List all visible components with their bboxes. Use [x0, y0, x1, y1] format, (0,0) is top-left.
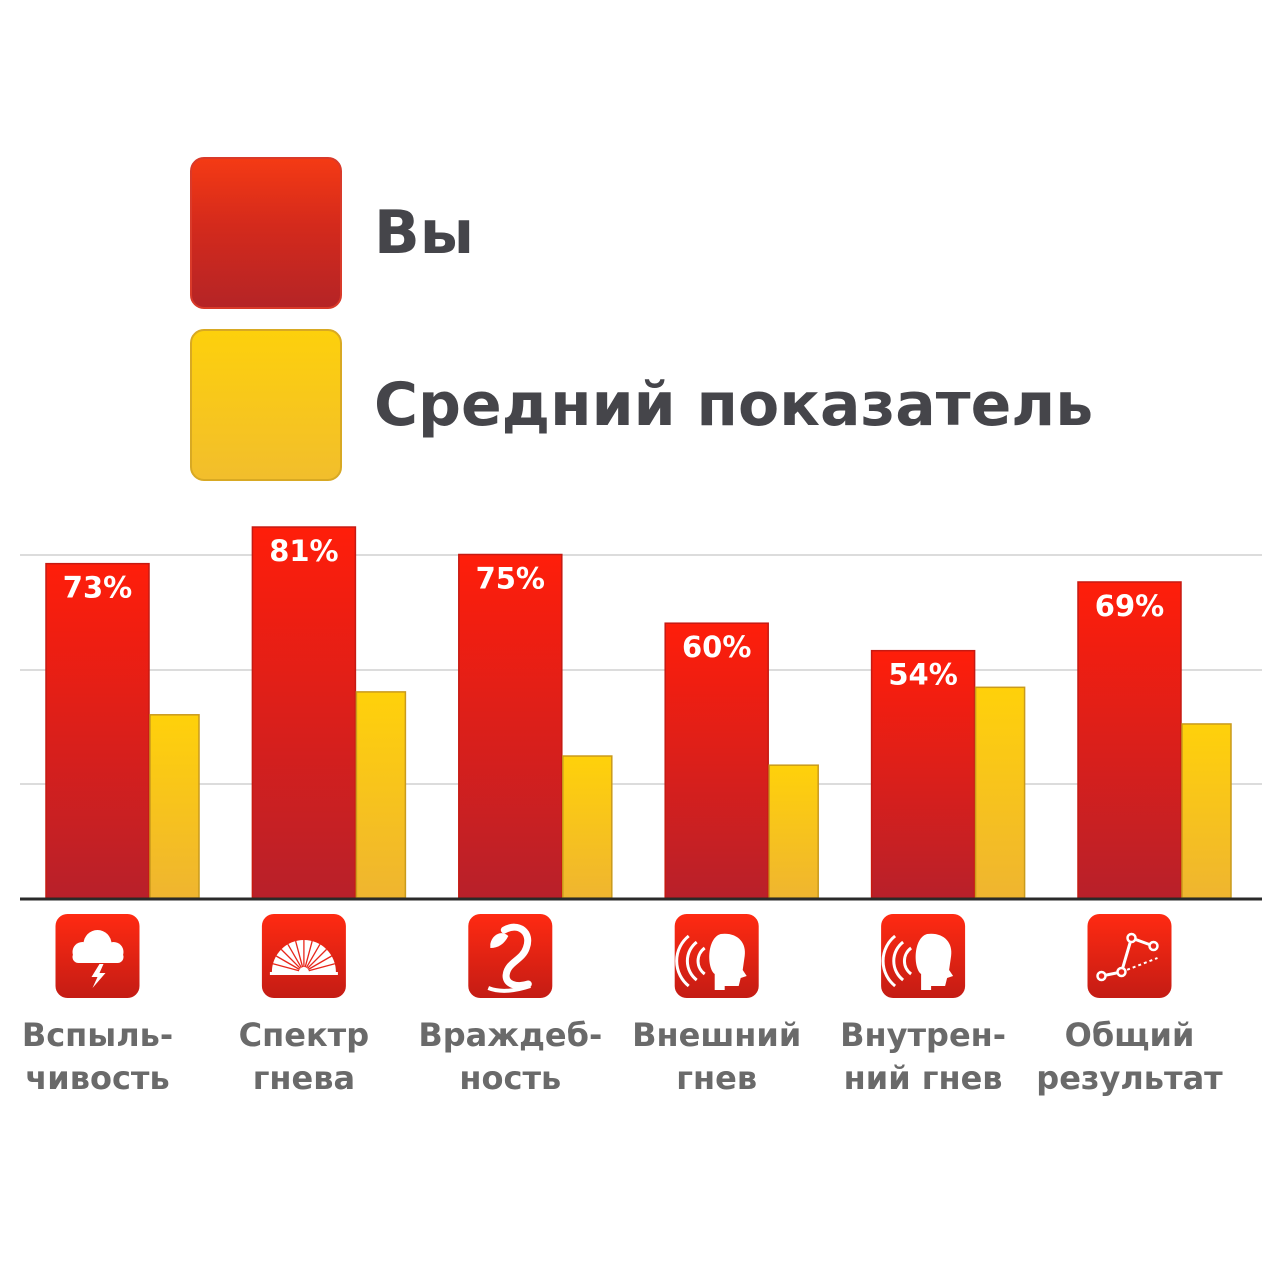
category-label: Общий результат: [1036, 1016, 1223, 1097]
bar-value-label: 60%: [682, 630, 751, 664]
legend-label-you: Вы: [374, 198, 474, 268]
category-label: Враждеб- ность: [418, 1016, 603, 1097]
cobra-icon: [468, 914, 553, 998]
speaking-head-inward-icon: [881, 914, 966, 998]
bar-average: [149, 714, 200, 899]
bar-average: [355, 691, 407, 899]
category-label: Внутрен- ний гнев: [840, 1016, 1007, 1097]
legend-label-average: Средний показатель: [374, 370, 1094, 440]
bars: [45, 526, 1232, 899]
bar-average: [974, 686, 1026, 899]
bar-average: [562, 755, 613, 899]
line-graph-icon: [1087, 914, 1172, 998]
fan-spectrum-icon: [261, 914, 346, 998]
bar-you: [45, 562, 150, 899]
bar-you: [870, 649, 976, 899]
legend-swatch-average: [190, 329, 342, 481]
category-label: Спектр гнева: [238, 1016, 370, 1097]
value-labels: 73% 81% 75% 60% 54% 69%: [63, 534, 1164, 692]
bar-value-label: 69%: [1095, 589, 1164, 623]
bar-you: [251, 526, 357, 899]
category-icons: [55, 914, 1172, 998]
bar-you: [458, 553, 563, 899]
category-label: Вспыль- чивость: [21, 1016, 174, 1097]
storm-cloud-icon: [55, 914, 140, 998]
bar-value-label: 73%: [63, 571, 132, 605]
bar-value-label: 81%: [269, 534, 338, 568]
bar-average: [768, 764, 819, 899]
category-label: Внешний гнев: [632, 1016, 802, 1097]
bar-value-label: 54%: [888, 658, 957, 692]
gridlines: [20, 554, 1262, 785]
bar-you: [1077, 581, 1182, 899]
bar-average: [1181, 723, 1232, 899]
legend-swatch-you: [190, 157, 342, 309]
bar-value-label: 75%: [476, 562, 545, 596]
legend-item-you: Вы: [190, 157, 1190, 311]
speaking-head-outward-icon: [674, 914, 759, 998]
legend-item-average: Средний показатель: [190, 329, 1190, 483]
bar-you: [664, 622, 769, 899]
